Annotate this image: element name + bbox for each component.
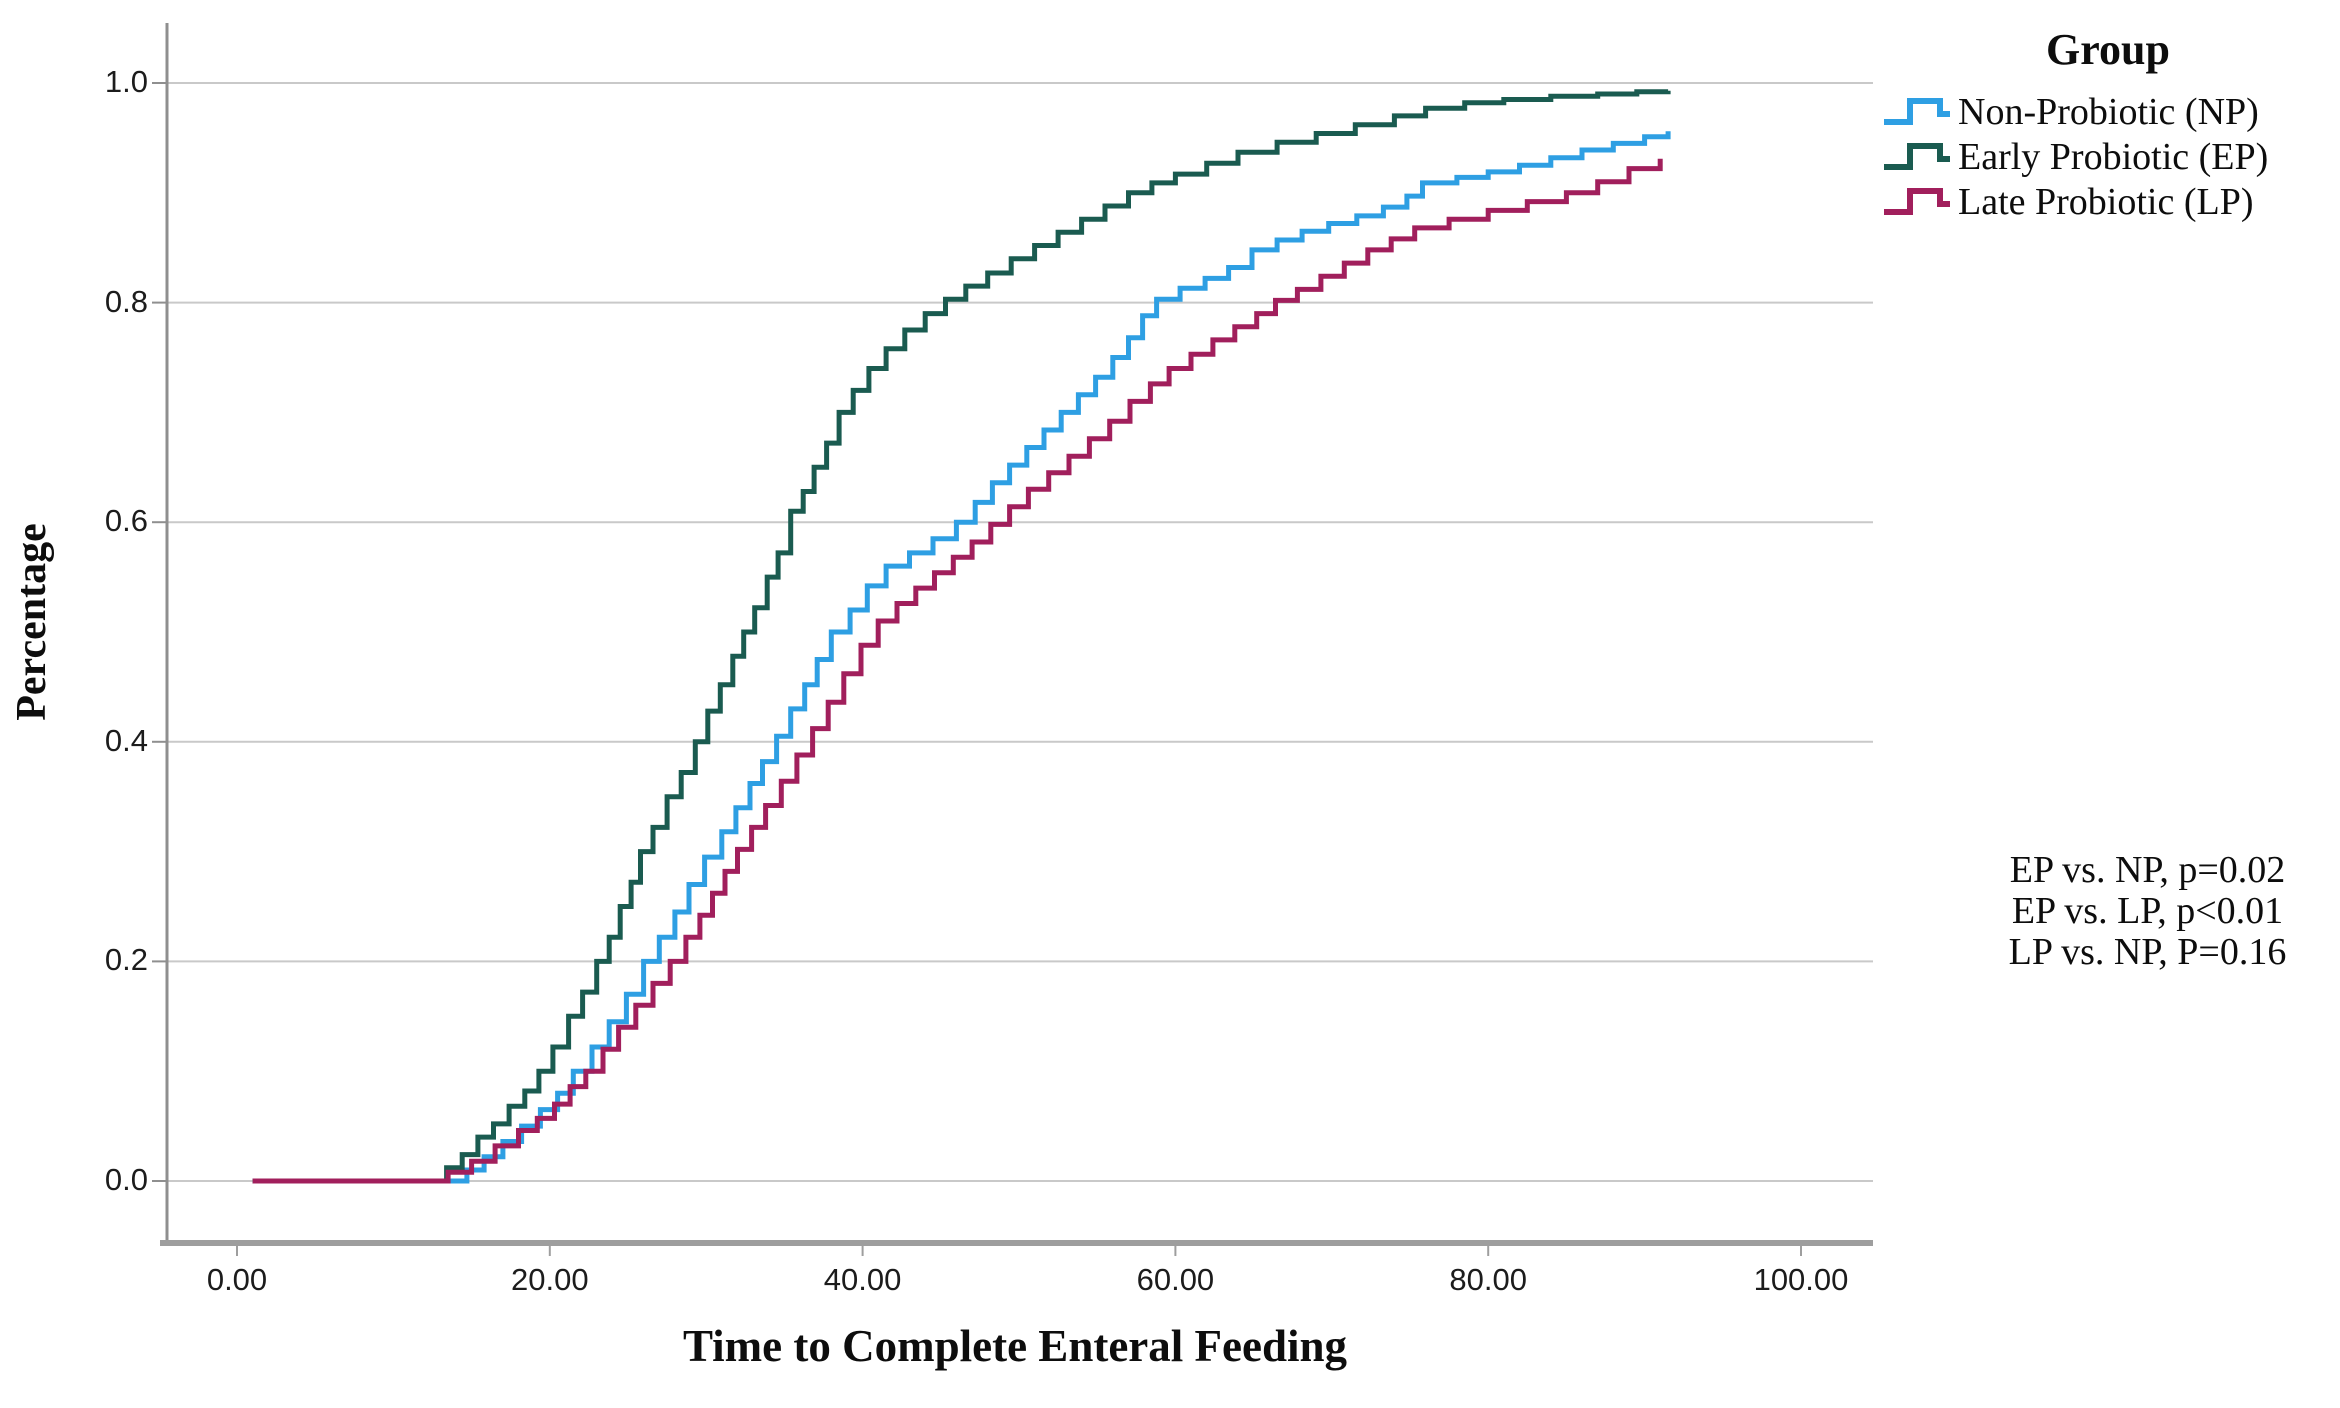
x-tick-label: 100.00 [1753,1262,1849,1297]
x-tick-label: 80.00 [1449,1262,1527,1297]
legend: Group Non-Probiotic (NP) Early Probiotic… [1882,24,2334,224]
x-axis-title: Time to Complete Enteral Feeding [682,1321,1348,1371]
y-tick-label: 0.6 [104,503,148,539]
y-axis-title: Percentage [9,523,55,721]
legend-row-lp: Late Probiotic (LP) [1882,179,2334,224]
step-line-swatch-np [1884,97,1950,125]
series-curve-lp [252,158,1663,1184]
x-tick-label: 20.00 [511,1262,589,1297]
step-line-swatch-lp [1884,187,1950,215]
y-tick-label: 0.2 [104,942,148,978]
p-value-line-1: EP vs. NP, p=0.02 [2009,849,2286,891]
p-value-line-3: LP vs. NP, P=0.16 [2008,931,2287,974]
x-tick-label: 40.00 [823,1262,902,1297]
legend-label-np: Non-Probiotic (NP) [1958,90,2259,133]
x-tick-label: 0.00 [206,1262,268,1297]
legend-label-lp: Late Probiotic (LP) [1958,180,2254,223]
legend-row-np: Non-Probiotic (NP) [1882,89,2334,134]
legend-title: Group [2046,25,2170,74]
step-line-swatch-ep [1884,142,1950,170]
x-tick-label: 60.00 [1136,1262,1215,1297]
series-curve-ep [252,89,1671,1184]
p-value-line-2: EP vs. LP, p<0.01 [2011,890,2284,933]
y-tick-label: 0.0 [104,1162,148,1197]
series-curve-np [252,131,1671,1184]
y-tick-label: 0.4 [104,722,148,758]
y-tick-label: 0.8 [104,283,148,319]
legend-label-ep: Early Probiotic (EP) [1958,135,2269,178]
y-tick-label: 1.0 [104,64,148,99]
p-value-annotations: EP vs. NP, p=0.02 EP vs. LP, p<0.01 LP v… [1955,849,2340,974]
legend-row-ep: Early Probiotic (EP) [1882,134,2334,179]
